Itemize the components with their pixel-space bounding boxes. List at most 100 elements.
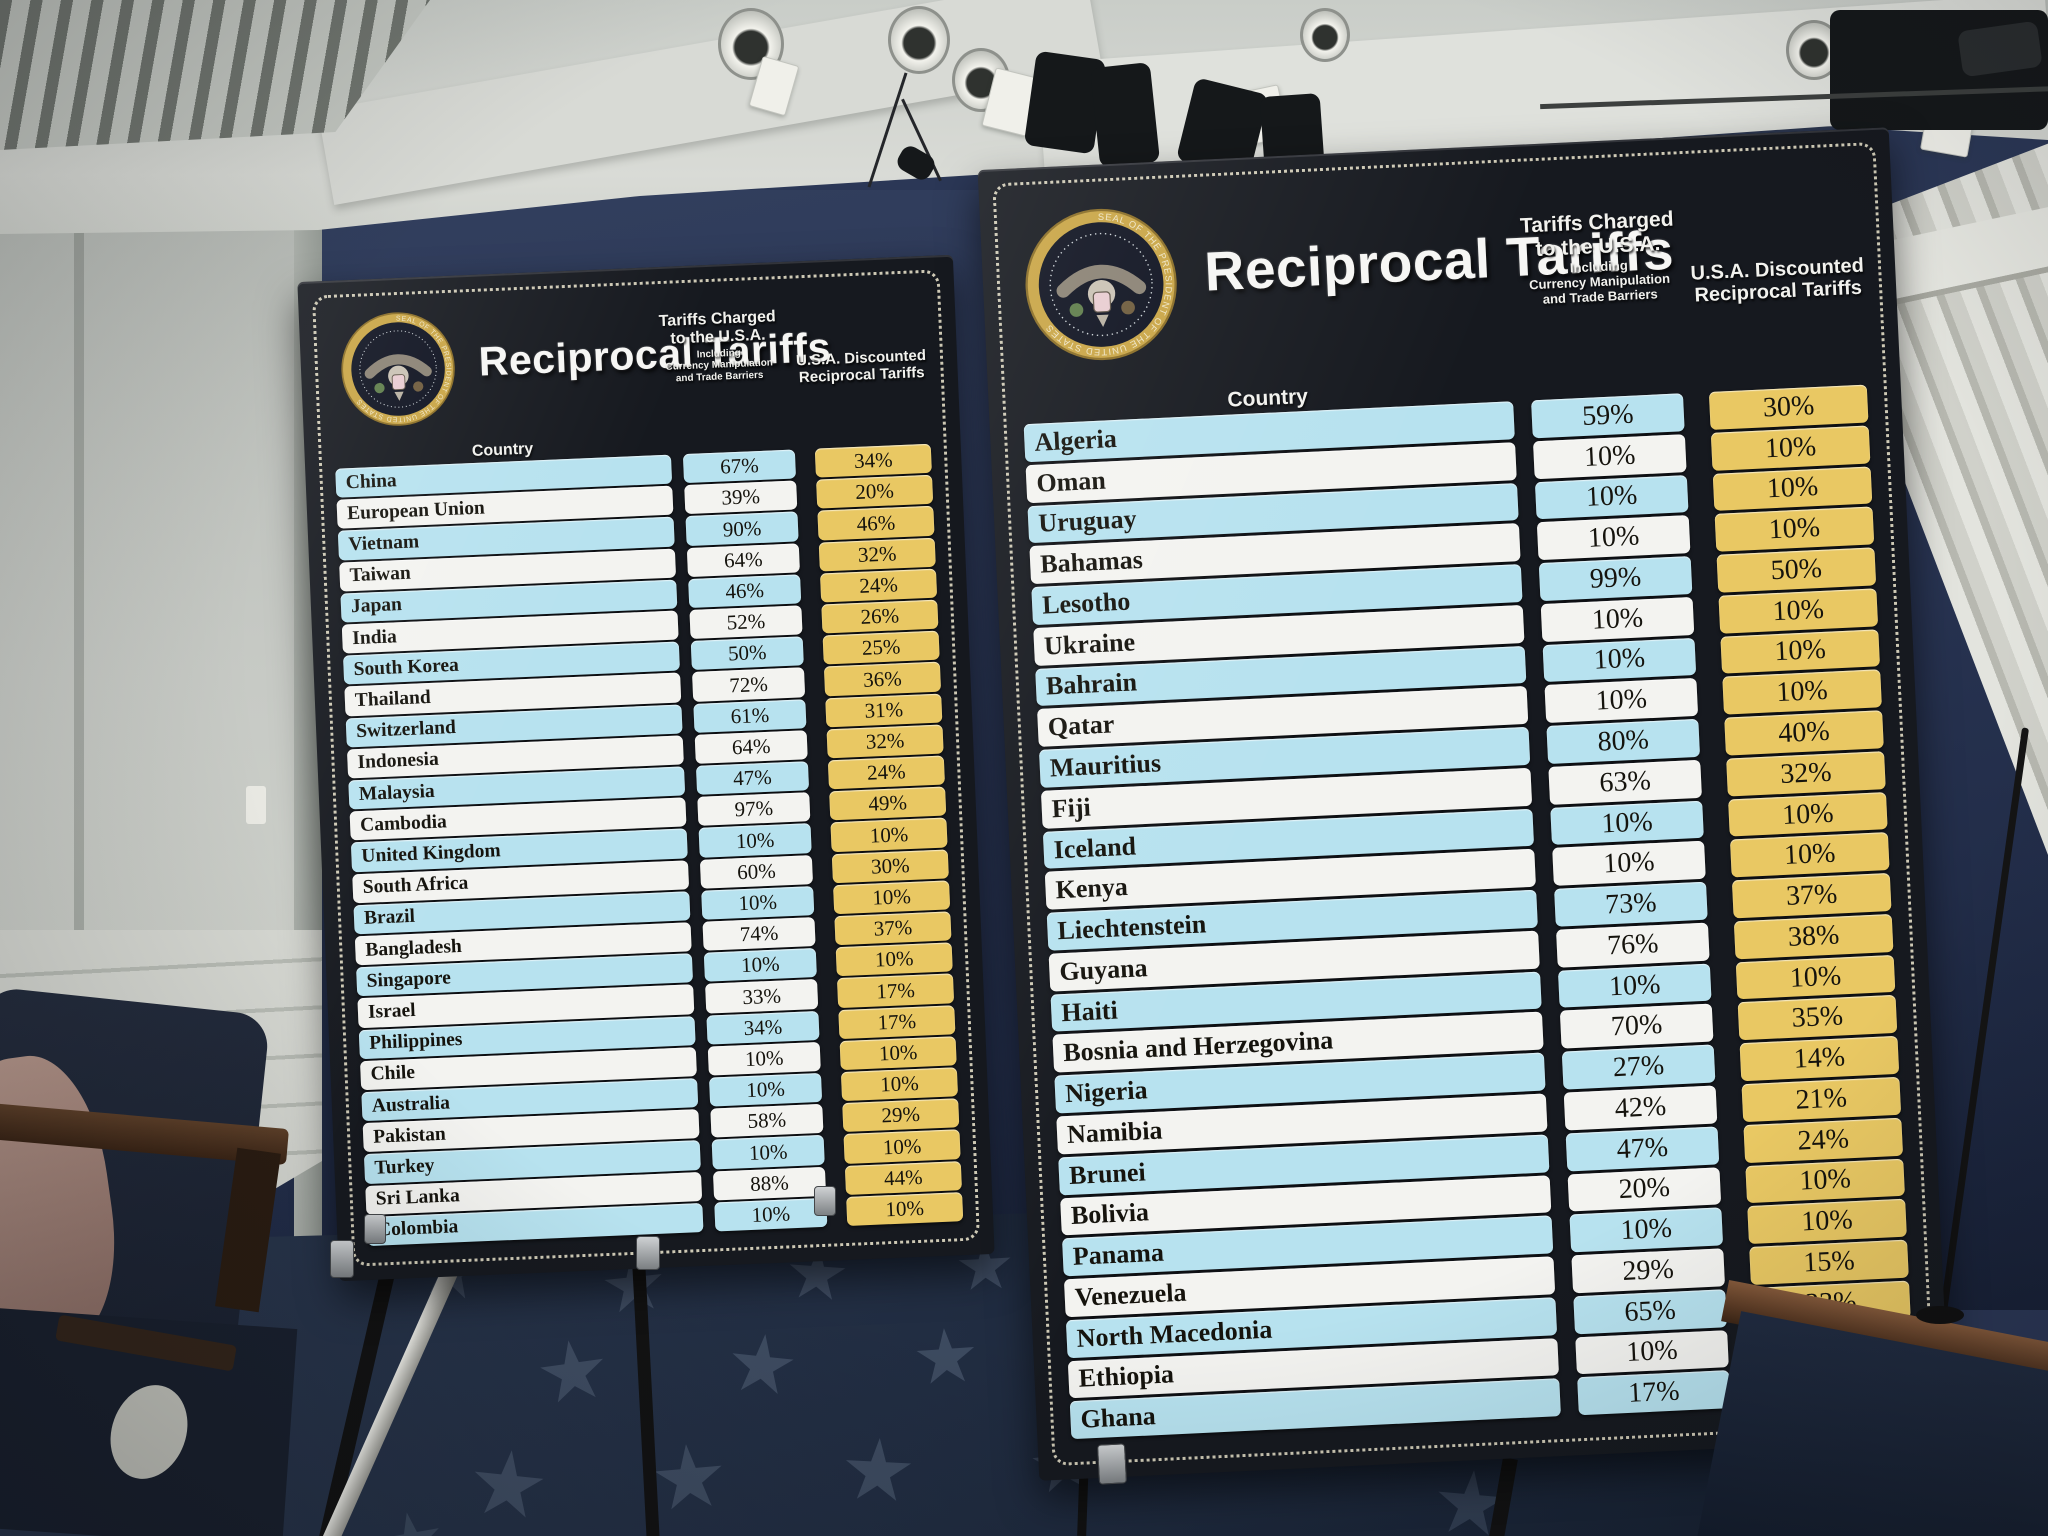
row-gap [820,1041,841,1071]
light-switch [246,786,266,824]
discounted-tariff-cell: 10% [1720,628,1880,675]
charged-tariff-cell: 74% [702,917,816,951]
recessed-light-icon [1300,8,1350,62]
discounted-tariff-cell: 10% [1729,832,1890,878]
row-gap [1542,1011,1562,1050]
row-gap [800,573,821,603]
row-gap [797,511,818,541]
discounted-tariff-cell: 38% [1733,913,1894,960]
charged-tariff-cell: 88% [712,1166,827,1201]
left-wall [0,200,318,1000]
discounted-tariff-cell: 10% [833,880,951,915]
row-gap [675,548,688,578]
discounted-tariff-cell: 31% [825,693,943,728]
discounted-tariff-cell: 10% [1722,669,1882,715]
charged-tariff-cell: 10% [1542,637,1697,683]
row-gap [821,1072,842,1102]
discounted-tariff-cell: 30% [831,849,949,884]
row-gap [694,1015,707,1045]
easel-clamp [330,1240,354,1278]
row-gap [810,823,831,853]
charged-tariff-cell: 58% [710,1104,824,1139]
row-gap [1534,848,1554,887]
row-gap [803,636,824,666]
row-gap [1551,1215,1571,1254]
charged-tariff-cell: 10% [701,885,815,920]
row-gap [1702,799,1730,838]
charged-tariff-cell: 46% [688,574,802,609]
charged-tariff-cell: 97% [697,792,811,827]
row-gap [1698,718,1726,757]
row-gap [1721,1206,1749,1245]
charged-tariff-cell: 65% [1573,1289,1727,1334]
row-gap [1515,441,1535,480]
presidential-seal-icon: SEAL OF THE PRESIDENT OF THE UNITED STAT… [341,312,455,426]
discounted-tariff-cell: 10% [830,817,948,852]
discounted-tariff-cell: 24% [1743,1117,1904,1163]
column-header-charged: Tariffs Charged to the U.S.A. Including … [658,308,777,385]
column-header-charged: Tariffs Charged to the U.S.A. Including … [1519,207,1675,307]
row-gap [818,1010,839,1040]
easel-clamp [636,1236,660,1270]
row-gap [808,760,829,790]
easel-clamp [814,1186,836,1216]
discounted-tariff-cell: 37% [834,911,952,946]
charged-tariff-cell: 90% [685,511,799,546]
column-header-discounted: U.S.A. Discounted Reciprocal Tariffs [1690,254,1865,307]
carpet-star-icon [651,1441,727,1517]
charged-tariff-cell: 10% [1540,596,1695,642]
board-header: SEAL OF THE PRESIDENT OF THE UNITED STAT… [1013,163,1867,425]
charged-tariff-cell: 63% [1548,759,1702,805]
discounted-tariff-cell: 24% [827,755,945,790]
discounted-tariff-cell: 32% [826,724,944,759]
row-gap [1532,808,1552,847]
row-gap [799,542,820,572]
tariff-table: China 67% 34% European Union 39% 20% [335,443,964,1247]
tariff-board-right: SEAL OF THE PRESIDENT OF THE UNITED STAT… [977,127,1951,1481]
discounted-tariff-cell: 32% [818,537,936,572]
discounted-tariff-cell: 10% [1745,1158,1905,1204]
charged-tariff-cell: 29% [1571,1248,1725,1294]
row-gap [1689,514,1717,553]
charged-tariff-cell: 42% [1563,1085,1718,1131]
row-gap [1700,758,1728,797]
discounted-tariff-cell: 10% [839,1036,957,1071]
charged-tariff-cell: 10% [1569,1207,1724,1253]
charged-tariff-cell: 99% [1538,556,1693,601]
row-gap [1714,1044,1742,1083]
row-gap [701,1171,714,1201]
discounted-tariff-cell: 10% [1714,506,1875,552]
column-header-discounted: U.S.A. Discounted Reciprocal Tariffs [795,346,927,387]
charged-tariff-cell: 10% [1544,678,1699,724]
charged-tariff-cell: 10% [1536,515,1691,561]
row-gap [1546,1093,1566,1132]
discounted-tariff-cell: 34% [814,443,932,478]
row-gap [795,449,816,479]
charged-tariff-cell: 17% [1577,1370,1731,1416]
row-gap [1548,1133,1568,1172]
charged-tariff-cell: 52% [689,605,803,640]
discounted-tariff-cell: 10% [1710,425,1871,471]
charged-tariff-cell: 47% [1565,1126,1720,1172]
charged-tariff-cell: 33% [705,979,819,1014]
row-gap [1691,555,1719,594]
row-gap [1528,726,1548,765]
charged-tariff-cell: 64% [694,730,808,764]
discounted-tariff-cell: 44% [844,1160,962,1195]
microphone-base [1916,1306,1964,1324]
charged-tariff-cell: 10% [703,948,817,983]
wall-trim [74,200,84,990]
charged-tariff-cell: 10% [1557,963,1712,1009]
row-gap [1521,563,1541,602]
discounted-tariff-cell: 10% [1735,954,1896,1000]
discounted-tariff-cell: 49% [829,786,947,821]
charged-tariff-cell: 27% [1561,1044,1716,1090]
charged-tariff-cell: 10% [709,1073,823,1107]
row-gap [805,698,826,728]
charged-tariff-cell: 72% [692,667,806,702]
discounted-tariff-cell: 20% [816,474,934,510]
row-gap [813,885,834,915]
row-gap [1517,482,1537,521]
row-gap [801,605,822,635]
discounted-tariff-cell: 29% [842,1098,960,1133]
